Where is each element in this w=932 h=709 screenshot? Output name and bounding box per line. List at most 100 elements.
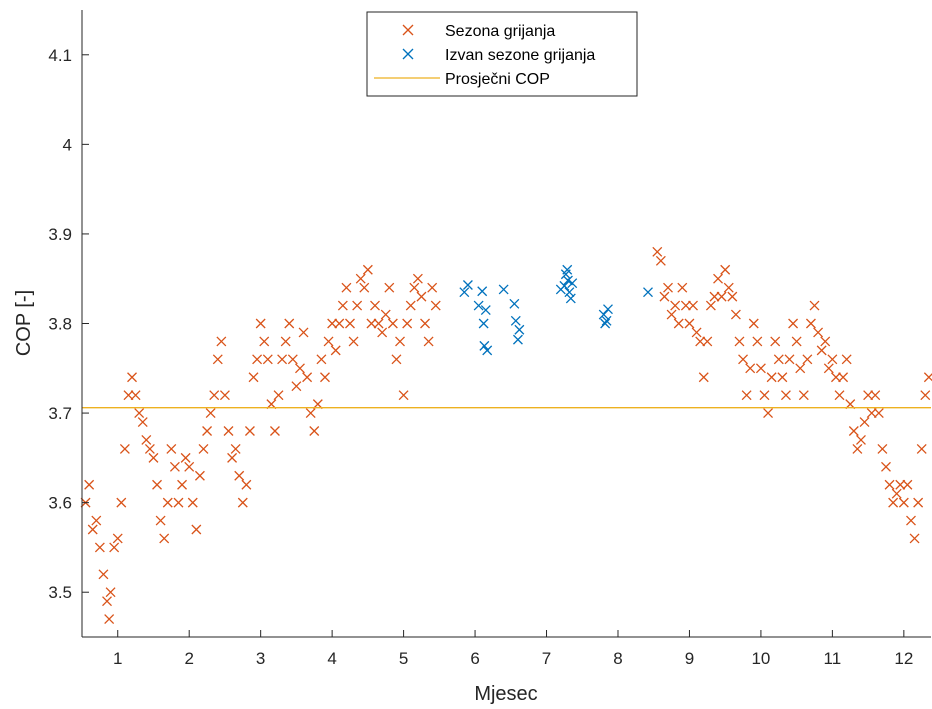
x-tick-label: 5 <box>399 649 408 668</box>
x-axis-title: Mjesec <box>474 683 537 705</box>
data-point <box>359 282 370 293</box>
y-tick-label: 3.7 <box>48 404 72 423</box>
data-point <box>412 273 423 284</box>
data-point <box>655 255 666 266</box>
data-point <box>482 345 493 356</box>
data-point <box>137 417 148 427</box>
data-point <box>155 515 166 526</box>
data-point <box>205 408 216 419</box>
data-point <box>202 426 213 436</box>
data-point <box>320 372 330 383</box>
data-point <box>841 354 852 365</box>
series-layer <box>80 246 932 625</box>
data-point <box>643 287 653 298</box>
data-point <box>169 461 180 472</box>
data-point <box>916 443 927 454</box>
data-point <box>830 372 841 383</box>
y-axis-title: COP [-] <box>13 290 35 356</box>
data-point <box>909 533 920 544</box>
data-point <box>316 354 327 365</box>
data-point <box>788 318 799 329</box>
data-point <box>234 470 245 481</box>
data-point <box>262 354 273 365</box>
x-tick-label: 9 <box>685 649 694 668</box>
data-point <box>873 408 884 419</box>
data-point <box>380 309 391 320</box>
data-point <box>362 264 373 275</box>
data-point <box>870 390 881 401</box>
data-point <box>323 336 334 347</box>
data-point <box>773 354 784 365</box>
x-tick-label: 1 <box>113 649 122 668</box>
data-point <box>838 372 849 383</box>
data-point <box>130 390 141 401</box>
data-point <box>398 390 409 401</box>
data-point <box>284 318 295 329</box>
data-point <box>852 443 863 454</box>
data-point <box>291 381 302 392</box>
x-tick-label: 12 <box>894 649 913 668</box>
data-point <box>884 479 895 490</box>
data-point <box>209 390 220 401</box>
data-point <box>567 278 578 289</box>
data-point <box>562 264 573 275</box>
data-point <box>652 246 663 257</box>
data-point <box>780 390 791 401</box>
data-point <box>166 443 177 454</box>
y-tick-label: 4.1 <box>48 46 72 65</box>
data-point <box>116 497 127 508</box>
data-point <box>305 408 316 419</box>
data-point <box>603 304 613 315</box>
data-point <box>459 287 470 298</box>
data-point <box>478 318 489 329</box>
data-point <box>902 479 913 490</box>
x-tick-label: 10 <box>751 649 770 668</box>
data-point <box>219 390 230 401</box>
data-point <box>898 497 909 508</box>
data-point <box>148 452 159 463</box>
legend-marker-heating <box>402 24 414 36</box>
data-point <box>127 372 137 383</box>
data-point <box>770 336 781 347</box>
data-point <box>144 443 155 454</box>
data-point <box>462 280 473 290</box>
data-point <box>827 354 838 365</box>
data-point <box>191 524 202 535</box>
data-point <box>94 542 105 553</box>
data-point <box>298 327 309 338</box>
data-point <box>601 315 612 326</box>
data-point <box>227 452 238 463</box>
data-point <box>255 318 266 329</box>
data-point <box>559 280 570 291</box>
data-point <box>820 336 831 347</box>
plot-area <box>82 10 931 637</box>
data-point <box>709 291 720 302</box>
data-point <box>187 497 198 508</box>
legend-label-non-heating: Izvan sezone grijanja <box>445 47 595 64</box>
data-point <box>752 336 763 347</box>
data-point <box>777 372 788 383</box>
data-point <box>698 372 709 383</box>
data-point <box>479 340 490 351</box>
data-point <box>352 300 363 311</box>
data-point <box>366 318 377 329</box>
data-point <box>427 282 438 293</box>
data-point <box>510 315 521 326</box>
data-point <box>277 354 288 365</box>
data-point <box>666 309 677 320</box>
ticks: 1 2 3 4 5 6 7 8 9 10 11 123.53.63.73.83.944.1 <box>48 46 913 668</box>
data-point <box>745 363 756 374</box>
data-point <box>795 363 806 374</box>
data-point <box>670 300 681 311</box>
data-point <box>738 354 749 365</box>
x-tick-label: 4 <box>327 649 336 668</box>
data-point <box>734 336 745 347</box>
data-point <box>402 318 413 329</box>
data-point <box>384 282 395 293</box>
data-point <box>730 309 741 320</box>
data-point <box>673 318 684 329</box>
x-tick-label: 11 <box>824 649 842 668</box>
y-tick-label: 3.6 <box>48 494 72 513</box>
data-point <box>295 363 305 374</box>
data-point <box>84 479 95 490</box>
